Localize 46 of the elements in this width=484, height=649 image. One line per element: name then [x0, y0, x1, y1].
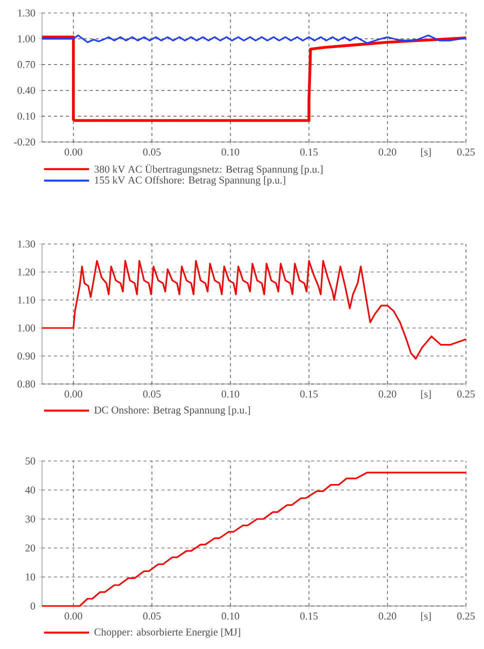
- y-tick-label: 1.30: [18, 240, 36, 248]
- x-tick-label: 0.00: [64, 390, 82, 398]
- y-tick-label: 1.30: [18, 9, 36, 17]
- y-tick-label: 0.40: [18, 86, 36, 94]
- x-tick-label: 0.20: [378, 148, 396, 156]
- y-tick-label: 50: [26, 457, 36, 465]
- y-tick-label: 30: [26, 515, 36, 523]
- x-tick-label: 0.05: [143, 148, 161, 156]
- legend-label: Chopper: absorbierte Energie [MJ]: [94, 628, 240, 638]
- y-tick-label: 1.00: [18, 35, 36, 42]
- legend-label: DC Onshore: Betrag Spannung [p.u.]: [94, 406, 250, 416]
- x-tick-label: 0.20: [378, 612, 396, 620]
- x-tick-label: 0.10: [222, 612, 240, 620]
- x-tick-label: 0.00: [64, 148, 82, 156]
- x-tick-label: 0.15: [300, 612, 318, 620]
- x-tick-label: 0.15: [300, 390, 318, 398]
- line-series: [41, 34, 467, 44]
- y-tick-label: 0.90: [18, 352, 36, 360]
- legend-label: 380 kV AC Übertragungsnetz: Betrag Spannung [p.u.]: [94, 164, 323, 175]
- x-tick-label: 0.05: [143, 612, 161, 620]
- x-tick-label: 0.10: [222, 148, 240, 156]
- x-tick-label: 0.15: [300, 148, 318, 156]
- x-tick-label: 0.25: [457, 148, 475, 156]
- y-tick-label: 1.20: [18, 268, 36, 276]
- x-tick-label: 0.25: [457, 612, 475, 620]
- y-tick-label: 0: [30, 602, 36, 610]
- legend-label: 155 kV AC Offshore: Betrag Spannung [p.u.]: [94, 176, 286, 186]
- x-tick-label: 0.05: [143, 390, 161, 398]
- x-axis-title: [s]: [421, 390, 431, 399]
- x-axis-title: [s]: [421, 612, 431, 621]
- y-tick-label: 20: [25, 544, 36, 552]
- line-series: [41, 260, 467, 360]
- x-tick-label: 0.20: [378, 390, 396, 398]
- y-tick-label: 10: [26, 573, 36, 581]
- line-series: [40, 36, 468, 122]
- y-tick-label: -0.20: [14, 138, 36, 146]
- x-tick-label: 0.10: [222, 390, 240, 398]
- x-axis-title: [s]: [421, 148, 431, 157]
- x-tick-label: 0.00: [64, 612, 82, 620]
- y-tick-label: 0.70: [18, 61, 36, 68]
- y-tick-label: 0.80: [18, 380, 36, 388]
- y-tick-label: 0.10: [18, 112, 36, 120]
- y-tick-label: 40: [25, 486, 36, 494]
- y-tick-label: 1.00: [18, 324, 36, 332]
- y-tick-label: 1.10: [18, 296, 36, 304]
- x-tick-label: 0.25: [457, 390, 475, 398]
